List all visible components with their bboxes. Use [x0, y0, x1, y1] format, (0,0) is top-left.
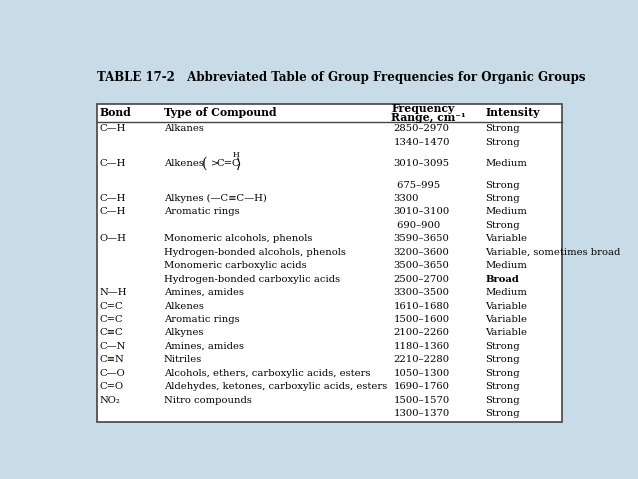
Text: Variable, sometimes broad: Variable, sometimes broad: [485, 248, 621, 257]
Text: Medium: Medium: [485, 261, 527, 270]
Text: Intensity: Intensity: [485, 107, 540, 118]
Text: Alcohols, ethers, carboxylic acids, esters: Alcohols, ethers, carboxylic acids, este…: [164, 369, 370, 378]
Text: H: H: [232, 151, 239, 160]
Text: C=C: C=C: [100, 302, 123, 310]
Text: 3010–3100: 3010–3100: [394, 207, 450, 217]
Text: Strong: Strong: [485, 221, 520, 230]
Text: C=C: C=C: [100, 315, 123, 324]
Text: 2100–2260: 2100–2260: [394, 329, 450, 338]
Text: C=O: C=O: [100, 382, 124, 391]
Text: 1050–1300: 1050–1300: [394, 369, 450, 378]
Text: C—H: C—H: [100, 159, 126, 168]
Text: Strong: Strong: [485, 181, 520, 190]
Text: Monomeric carboxylic acids: Monomeric carboxylic acids: [164, 261, 306, 270]
Text: C≡N: C≡N: [100, 355, 124, 365]
Text: 3010–3095: 3010–3095: [394, 159, 450, 168]
Text: TABLE 17-2   Abbreviated Table of Group Frequencies for Organic Groups: TABLE 17-2 Abbreviated Table of Group Fr…: [97, 71, 586, 84]
Text: Monomeric alcohols, phenols: Monomeric alcohols, phenols: [164, 234, 312, 243]
Text: Type of Compound: Type of Compound: [164, 107, 276, 118]
Text: 1690–1760: 1690–1760: [394, 382, 450, 391]
Text: Aromatic rings: Aromatic rings: [164, 315, 239, 324]
Text: C—N: C—N: [100, 342, 126, 351]
Text: C≡C: C≡C: [100, 329, 123, 338]
Text: Amines, amides: Amines, amides: [164, 288, 244, 297]
Text: Hydrogen-bonded alcohols, phenols: Hydrogen-bonded alcohols, phenols: [164, 248, 346, 257]
Text: Variable: Variable: [485, 329, 527, 338]
Text: 1610–1680: 1610–1680: [394, 302, 450, 310]
Text: Alkenes: Alkenes: [164, 302, 204, 310]
Text: Aldehydes, ketones, carboxylic acids, esters: Aldehydes, ketones, carboxylic acids, es…: [164, 382, 387, 391]
Text: ⟩: ⟩: [235, 157, 241, 171]
Text: Amines, amides: Amines, amides: [164, 342, 244, 351]
Text: C—H: C—H: [100, 194, 126, 203]
Text: 690–900: 690–900: [394, 221, 440, 230]
Text: Aromatic rings: Aromatic rings: [164, 207, 239, 217]
Text: Alkynes (—C≡C—H): Alkynes (—C≡C—H): [164, 194, 267, 203]
Text: 1500–1570: 1500–1570: [394, 396, 450, 405]
Text: 2500–2700: 2500–2700: [394, 274, 450, 284]
Text: Alkenes: Alkenes: [164, 159, 204, 168]
Text: C—H: C—H: [100, 124, 126, 133]
Text: 1500–1600: 1500–1600: [394, 315, 450, 324]
Text: Medium: Medium: [485, 207, 527, 217]
Text: 1340–1470: 1340–1470: [394, 137, 450, 147]
Text: 1180–1360: 1180–1360: [394, 342, 450, 351]
Text: Strong: Strong: [485, 382, 520, 391]
Text: Strong: Strong: [485, 409, 520, 418]
Text: Alkanes: Alkanes: [164, 124, 204, 133]
Text: Variable: Variable: [485, 315, 527, 324]
Text: Broad: Broad: [485, 274, 519, 284]
Text: Medium: Medium: [485, 159, 527, 168]
Text: O—H: O—H: [100, 234, 126, 243]
Text: 675–995: 675–995: [394, 181, 440, 190]
Text: >: >: [211, 159, 219, 168]
Text: N—H: N—H: [100, 288, 127, 297]
Text: Strong: Strong: [485, 369, 520, 378]
Text: 3200–3600: 3200–3600: [394, 248, 450, 257]
Text: Strong: Strong: [485, 137, 520, 147]
Text: C=C: C=C: [217, 159, 241, 168]
Text: Bond: Bond: [100, 107, 131, 118]
Text: 2850–2970: 2850–2970: [394, 124, 450, 133]
Text: 2210–2280: 2210–2280: [394, 355, 450, 365]
Text: NO₂: NO₂: [100, 396, 121, 405]
Text: Strong: Strong: [485, 355, 520, 365]
Text: 3300: 3300: [394, 194, 419, 203]
Text: 3300–3500: 3300–3500: [394, 288, 450, 297]
Text: Strong: Strong: [485, 194, 520, 203]
Text: C—O: C—O: [100, 369, 125, 378]
Text: Variable: Variable: [485, 234, 527, 243]
Text: Variable: Variable: [485, 302, 527, 310]
Text: Strong: Strong: [485, 124, 520, 133]
Text: Strong: Strong: [485, 396, 520, 405]
Text: Alkynes: Alkynes: [164, 329, 204, 338]
Text: Frequency: Frequency: [391, 103, 455, 114]
Text: 3500–3650: 3500–3650: [394, 261, 450, 270]
Text: Strong: Strong: [485, 342, 520, 351]
Text: Range, cm⁻¹: Range, cm⁻¹: [391, 112, 466, 123]
Text: C—H: C—H: [100, 207, 126, 217]
Bar: [97, 103, 562, 422]
Text: Hydrogen-bonded carboxylic acids: Hydrogen-bonded carboxylic acids: [164, 274, 340, 284]
Text: Medium: Medium: [485, 288, 527, 297]
Text: 3590–3650: 3590–3650: [394, 234, 450, 243]
Text: 1300–1370: 1300–1370: [394, 409, 450, 418]
Text: Nitro compounds: Nitro compounds: [164, 396, 251, 405]
Text: (: (: [202, 157, 207, 171]
Text: Nitriles: Nitriles: [164, 355, 202, 365]
